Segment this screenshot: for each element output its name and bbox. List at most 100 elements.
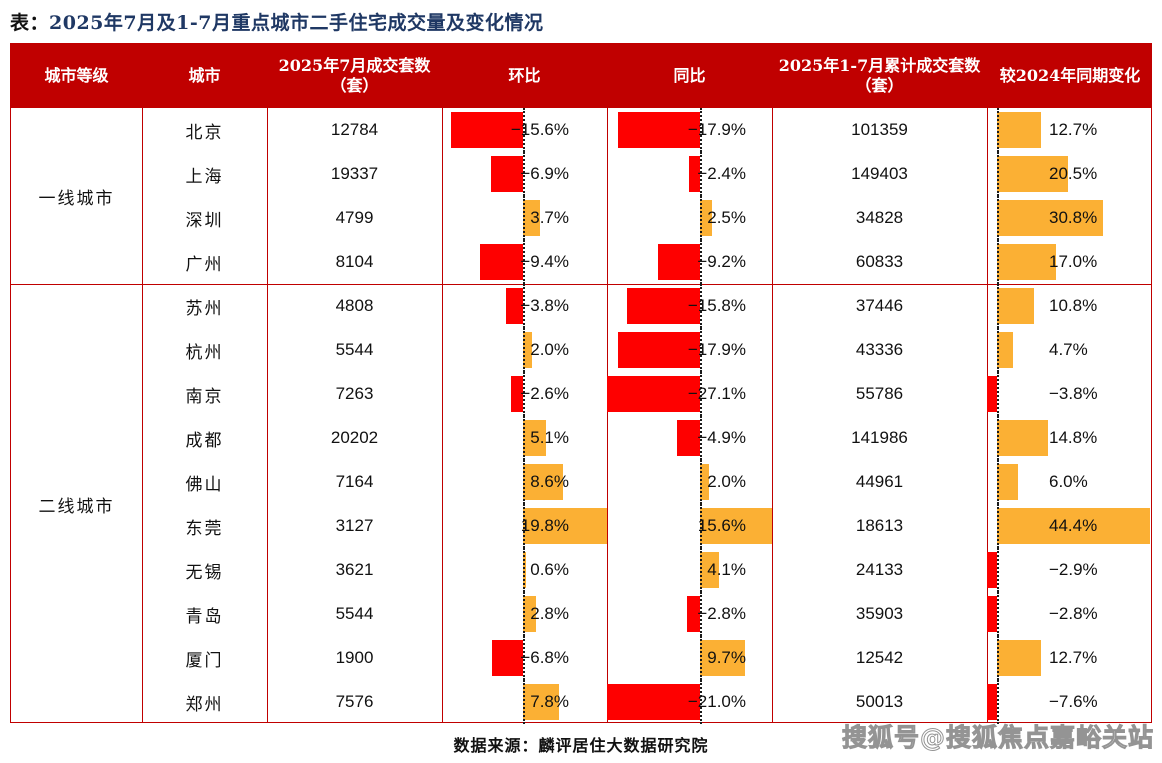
databar-negative: [607, 376, 700, 412]
databar-positive: [997, 200, 1104, 236]
cell-jul_2025: 5544: [335, 340, 374, 359]
table-body: 一线城市 二线城市 北京 12784 −15.6% −17.9% 101359 12.7% 上海…: [11, 108, 1153, 724]
databar-cell-mom: 3.7%: [442, 196, 607, 240]
column-header-mom: 环比: [508, 65, 541, 85]
column-divider: [607, 108, 608, 723]
databar-cell-yoy_cum: 6.0%: [987, 460, 1153, 504]
databar-cell-yoy: −21.0%: [607, 680, 772, 724]
tier-separator: [11, 284, 1151, 285]
databar-positive: [523, 420, 547, 456]
databar-axis: [523, 416, 525, 460]
databar-value-yoy_cum: 20.5%: [1049, 164, 1098, 183]
data-table: 城市等级 城市 2025年7月成交套数（套） 环比 同比 2025年1-7月累计成交套数（…: [10, 43, 1153, 724]
databar-negative: [479, 244, 523, 280]
databar-value-yoy_cum: 12.7%: [1049, 120, 1098, 139]
cell-city: 广州: [185, 254, 224, 275]
cell-jul_2025: 1900: [335, 648, 374, 667]
databar-axis: [523, 152, 525, 196]
databar-cell-yoy: −15.8%: [607, 284, 772, 328]
cell-jul_2025: 7576: [335, 692, 374, 711]
databar-positive: [997, 464, 1018, 500]
cell-cum_1_7: 44961: [855, 472, 904, 491]
databar-value-yoy: 15.6%: [697, 516, 746, 535]
databar-cell-yoy_cum: 14.8%: [987, 416, 1153, 460]
cell-city: 南京: [185, 386, 224, 407]
cell-cum_1_7: 55786: [855, 384, 904, 403]
databar-cell-yoy_cum: 30.8%: [987, 196, 1153, 240]
databar-axis: [700, 460, 702, 504]
databar-cell-yoy: 15.6%: [607, 504, 772, 548]
databar-value-mom: 0.6%: [530, 560, 569, 579]
databar-cell-yoy_cum: 20.5%: [987, 152, 1153, 196]
databar-value-mom: −9.4%: [520, 252, 569, 271]
databar-axis: [523, 460, 525, 504]
column-divider: [772, 108, 773, 723]
databar-axis: [997, 636, 999, 680]
databar-value-mom: −15.6%: [510, 120, 569, 139]
table-header-row: 城市等级 城市 2025年7月成交套数（套） 环比 同比 2025年1-7月累计成交套数（…: [11, 43, 1151, 108]
databar-axis: [523, 328, 525, 372]
cell-jul_2025: 7263: [335, 384, 374, 403]
databar-value-yoy: 2.5%: [707, 208, 746, 227]
databar-cell-mom: 7.8%: [442, 680, 607, 724]
cell-cum_1_7: 34828: [855, 208, 904, 227]
databar-value-yoy: 9.7%: [707, 648, 746, 667]
databar-cell-mom: −6.9%: [442, 152, 607, 196]
databar-positive: [523, 596, 536, 632]
cell-city: 佛山: [185, 474, 224, 495]
databar-positive: [700, 464, 710, 500]
databar-positive: [523, 464, 563, 500]
cell-city: 上海: [185, 166, 224, 187]
databar-value-yoy: 2.0%: [707, 472, 746, 491]
databar-negative: [677, 420, 700, 456]
column-header-yoy: 同比: [673, 65, 706, 85]
databar-positive: [997, 288, 1035, 324]
tier-label-1: 二线城市: [38, 496, 115, 517]
databar-value-yoy: −15.8%: [687, 296, 746, 315]
databar-value-mom: 2.8%: [530, 604, 569, 623]
databar-negative: [687, 596, 700, 632]
databar-cell-yoy: −9.2%: [607, 240, 772, 284]
column-divider: [267, 108, 268, 723]
page-title: 表： 2025年7月及1-7月重点城市二手住宅成交量及变化情况: [10, 4, 1150, 38]
title-text: 2025年7月及1-7月重点城市二手住宅成交量及变化情况: [49, 11, 544, 34]
databar-axis: [997, 152, 999, 196]
cell-cum_1_7: 101359: [851, 120, 908, 139]
cell-cum_1_7: 149403: [851, 164, 908, 183]
databar-value-yoy_cum: 14.8%: [1049, 428, 1098, 447]
cell-jul_2025: 12784: [330, 120, 379, 139]
databar-value-yoy_cum: 17.0%: [1049, 252, 1098, 271]
databar-axis: [997, 680, 999, 724]
databar-positive: [997, 640, 1041, 676]
databar-axis: [997, 372, 999, 416]
databar-axis: [700, 548, 702, 592]
databar-value-yoy_cum: 10.8%: [1049, 296, 1098, 315]
cell-city: 郑州: [185, 694, 224, 715]
databar-cell-mom: −3.8%: [442, 284, 607, 328]
databar-negative: [451, 112, 523, 148]
databar-axis: [523, 680, 525, 724]
databar-axis: [700, 636, 702, 680]
databar-axis: [997, 460, 999, 504]
databar-value-yoy: −17.9%: [687, 120, 746, 139]
databar-value-mom: 8.6%: [530, 472, 569, 491]
databar-cell-yoy: −17.9%: [607, 328, 772, 372]
databar-negative: [505, 288, 523, 324]
databar-negative: [491, 156, 523, 192]
cell-cum_1_7: 43336: [855, 340, 904, 359]
databar-axis: [700, 592, 702, 636]
cell-jul_2025: 3127: [335, 516, 374, 535]
cell-cum_1_7: 24133: [855, 560, 904, 579]
databar-cell-yoy: −17.9%: [607, 108, 772, 152]
databar-axis: [997, 240, 999, 284]
databar-axis: [700, 240, 702, 284]
databar-axis: [700, 328, 702, 372]
databar-axis: [997, 108, 999, 152]
databar-value-yoy_cum: 44.4%: [1049, 516, 1098, 535]
databar-value-mom: −6.8%: [520, 648, 569, 667]
databar-axis: [997, 548, 999, 592]
databar-axis: [700, 196, 702, 240]
databar-negative: [617, 112, 700, 148]
databar-positive: [700, 200, 712, 236]
databar-axis: [523, 592, 525, 636]
